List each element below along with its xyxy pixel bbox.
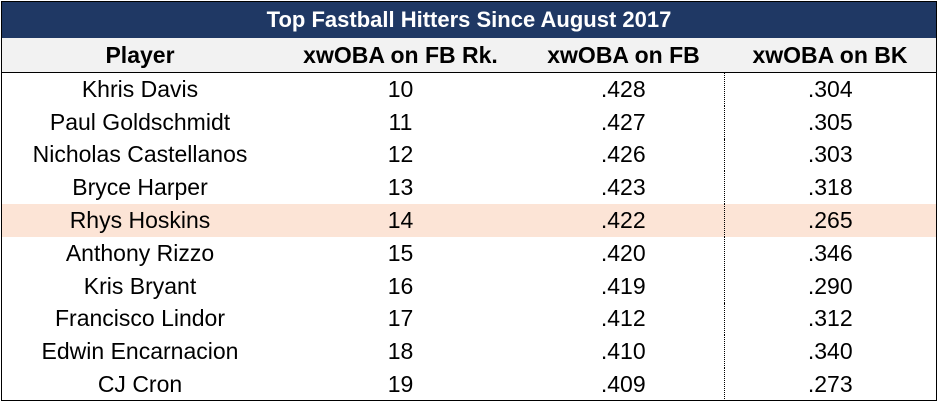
table-cell: .340 — [724, 335, 936, 368]
table-cell: .312 — [724, 303, 936, 336]
table-cell: Khris Davis — [2, 73, 278, 106]
table-cell: .303 — [724, 139, 936, 172]
table-cell: .273 — [724, 368, 936, 401]
table-cell: Bryce Harper — [2, 171, 278, 204]
table-cell: Paul Goldschmidt — [2, 106, 278, 139]
table-cell: Edwin Encarnacion — [2, 335, 278, 368]
header-cell: Player — [2, 38, 278, 73]
table-cell: 10 — [278, 73, 523, 106]
table-row: Nicholas Castellanos12.426.303 — [2, 139, 936, 172]
table-row: Kris Bryant16.419.290 — [2, 270, 936, 303]
table-cell: CJ Cron — [2, 368, 278, 401]
table-cell: Anthony Rizzo — [2, 237, 278, 270]
table-row: Edwin Encarnacion18.410.340 — [2, 335, 936, 368]
table-cell: Rhys Hoskins — [2, 204, 278, 237]
table-cell: Nicholas Castellanos — [2, 139, 278, 172]
table-cell: .422 — [523, 204, 724, 237]
table-title: Top Fastball Hitters Since August 2017 — [2, 2, 936, 38]
table-cell: 16 — [278, 270, 523, 303]
table-cell: .318 — [724, 171, 936, 204]
table-cell: .412 — [523, 303, 724, 336]
table-cell: .419 — [523, 270, 724, 303]
table-cell: .346 — [724, 237, 936, 270]
table-cell: .428 — [523, 73, 724, 106]
table-cell: .427 — [523, 106, 724, 139]
table-cell: 13 — [278, 171, 523, 204]
table-cell: .409 — [523, 368, 724, 401]
table-cell: .420 — [523, 237, 724, 270]
table-cell: .265 — [724, 204, 936, 237]
table-row: CJ Cron19.409.273 — [2, 368, 936, 401]
table-cell: .423 — [523, 171, 724, 204]
table-row: Bryce Harper13.423.318 — [2, 171, 936, 204]
header-row: PlayerxwOBA on FB Rk.xwOBA on FBxwOBA on… — [2, 38, 936, 73]
table-cell: 14 — [278, 204, 523, 237]
table-cell: 15 — [278, 237, 523, 270]
table-cell: 12 — [278, 139, 523, 172]
header-cell: xwOBA on FB Rk. — [278, 38, 523, 73]
table-cell: Kris Bryant — [2, 270, 278, 303]
table-cell: .290 — [724, 270, 936, 303]
table-cell: .304 — [724, 73, 936, 106]
table-cell: 17 — [278, 303, 523, 336]
table-body: Khris Davis10.428.304Paul Goldschmidt11.… — [2, 73, 936, 401]
table-cell: 18 — [278, 335, 523, 368]
table-row: Paul Goldschmidt11.427.305 — [2, 106, 936, 139]
table: PlayerxwOBA on FB Rk.xwOBA on FBxwOBA on… — [2, 38, 936, 401]
table-row: Rhys Hoskins14.422.265 — [2, 204, 936, 237]
table-cell: .426 — [523, 139, 724, 172]
table-cell: 19 — [278, 368, 523, 401]
header-cell: xwOBA on FB — [523, 38, 724, 73]
table-row: Anthony Rizzo15.420.346 — [2, 237, 936, 270]
table-row: Francisco Lindor17.412.312 — [2, 303, 936, 336]
table-cell: .305 — [724, 106, 936, 139]
table-cell: Francisco Lindor — [2, 303, 278, 336]
header-cell: xwOBA on BK — [724, 38, 936, 73]
table-cell: 11 — [278, 106, 523, 139]
table-cell: .410 — [523, 335, 724, 368]
table-row: Khris Davis10.428.304 — [2, 73, 936, 106]
